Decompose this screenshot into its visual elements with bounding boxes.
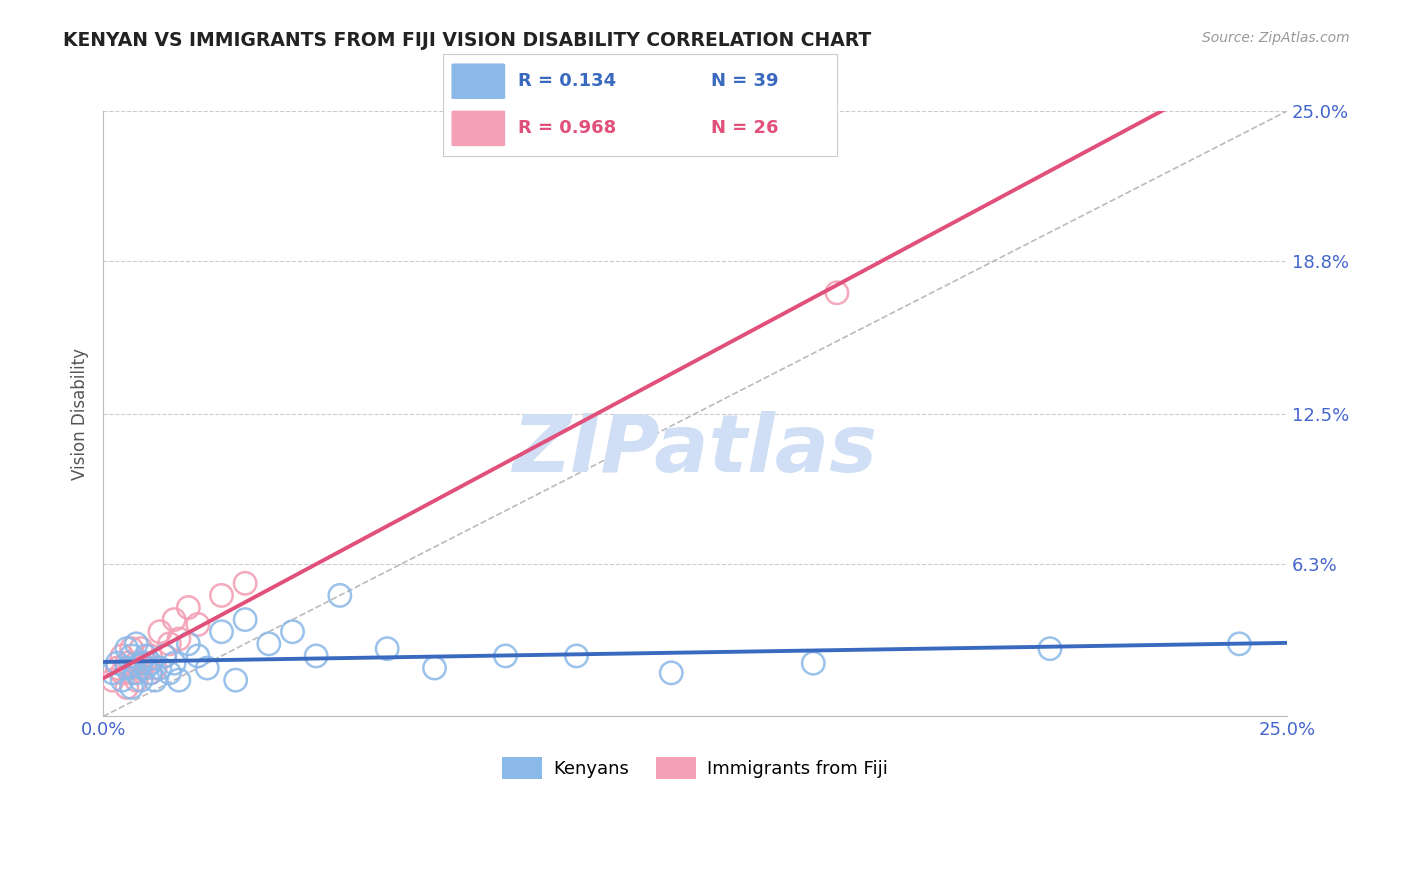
Point bbox=[115, 661, 138, 675]
Point bbox=[125, 673, 148, 687]
Text: ZIPatlas: ZIPatlas bbox=[512, 411, 877, 489]
Point bbox=[1227, 637, 1250, 651]
Point bbox=[233, 576, 256, 591]
Point bbox=[105, 661, 128, 675]
Point bbox=[177, 600, 200, 615]
Text: N = 39: N = 39 bbox=[710, 72, 778, 90]
Point bbox=[111, 673, 134, 687]
Point bbox=[111, 665, 134, 680]
Legend: Kenyans, Immigrants from Fiji: Kenyans, Immigrants from Fiji bbox=[495, 749, 894, 786]
Point bbox=[565, 648, 588, 663]
Point bbox=[225, 673, 247, 687]
Point bbox=[195, 661, 218, 675]
Point bbox=[801, 656, 824, 670]
Point bbox=[257, 637, 280, 651]
Text: KENYAN VS IMMIGRANTS FROM FIJI VISION DISABILITY CORRELATION CHART: KENYAN VS IMMIGRANTS FROM FIJI VISION DI… bbox=[63, 31, 872, 50]
Point bbox=[135, 661, 157, 675]
Point bbox=[149, 624, 172, 639]
Y-axis label: Vision Disability: Vision Disability bbox=[72, 348, 89, 480]
Point bbox=[163, 656, 186, 670]
Point bbox=[233, 613, 256, 627]
Point bbox=[305, 648, 328, 663]
Point bbox=[423, 661, 446, 675]
FancyBboxPatch shape bbox=[451, 62, 506, 100]
Point bbox=[115, 681, 138, 695]
Point bbox=[143, 661, 166, 675]
Point bbox=[121, 681, 143, 695]
Point bbox=[129, 656, 152, 670]
Point bbox=[121, 665, 143, 680]
Point bbox=[101, 665, 124, 680]
Point bbox=[157, 665, 180, 680]
Point bbox=[125, 637, 148, 651]
Point bbox=[135, 656, 157, 670]
Point bbox=[495, 648, 517, 663]
Point bbox=[121, 648, 143, 663]
Point bbox=[163, 613, 186, 627]
Point bbox=[139, 665, 162, 680]
Point bbox=[187, 617, 209, 632]
Point bbox=[139, 665, 162, 680]
Text: R = 0.968: R = 0.968 bbox=[517, 120, 616, 137]
Point bbox=[111, 648, 134, 663]
Point bbox=[167, 673, 190, 687]
Point bbox=[329, 588, 352, 602]
Point bbox=[659, 665, 682, 680]
Point bbox=[135, 648, 157, 663]
Point bbox=[375, 641, 398, 656]
Point bbox=[125, 665, 148, 680]
Point bbox=[1039, 641, 1062, 656]
Point bbox=[129, 661, 152, 675]
Point bbox=[105, 656, 128, 670]
Point bbox=[187, 648, 209, 663]
Point bbox=[125, 656, 148, 670]
Point bbox=[129, 641, 152, 656]
Text: N = 26: N = 26 bbox=[710, 120, 778, 137]
Text: R = 0.134: R = 0.134 bbox=[517, 72, 616, 90]
Point bbox=[149, 661, 172, 675]
FancyBboxPatch shape bbox=[451, 110, 506, 147]
Point bbox=[211, 624, 233, 639]
Point bbox=[139, 648, 162, 663]
Point bbox=[143, 673, 166, 687]
Point bbox=[115, 641, 138, 656]
Point bbox=[825, 285, 848, 300]
Point bbox=[101, 673, 124, 687]
Text: Source: ZipAtlas.com: Source: ZipAtlas.com bbox=[1202, 31, 1350, 45]
Point bbox=[211, 588, 233, 602]
Point bbox=[177, 637, 200, 651]
Point bbox=[139, 656, 162, 670]
Point bbox=[281, 624, 304, 639]
Point bbox=[153, 648, 176, 663]
Point bbox=[129, 673, 152, 687]
Point bbox=[115, 656, 138, 670]
Point bbox=[167, 632, 190, 646]
Point bbox=[157, 637, 180, 651]
Point bbox=[121, 641, 143, 656]
Point bbox=[153, 648, 176, 663]
